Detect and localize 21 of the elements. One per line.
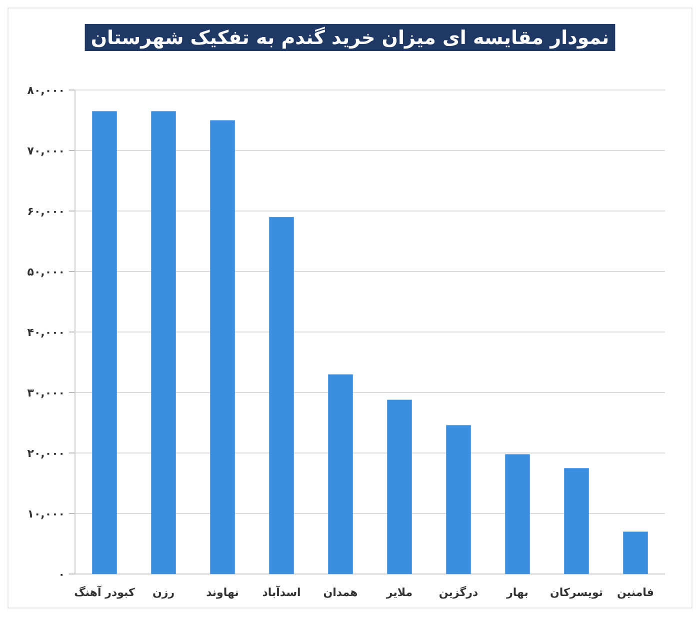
y-tick-label: ۴۰,۰۰۰ [27, 326, 65, 339]
x-tick-label: اسدآباد [262, 585, 301, 599]
y-tick-label: ۷۰,۰۰۰ [27, 144, 65, 158]
y-tick-label: ۶۰,۰۰۰ [27, 205, 65, 218]
y-tick-label: ۵۰,۰۰۰ [27, 266, 65, 278]
x-tick-label: کبودر آهنگ [74, 585, 136, 599]
y-tick-label: ۳۰,۰۰۰ [27, 386, 65, 400]
chart-title: نمودار مقایسه ای میزان خرید گندم به تفکیک شهرستان [90, 26, 610, 49]
x-tick-label: همدان [323, 586, 358, 599]
x-tick-label: بهار [506, 586, 528, 599]
x-tick-label: تویسرکان [550, 586, 604, 599]
y-tick-label: ۰ [58, 568, 65, 581]
y-tick-label: ۸۰,۰۰۰ [27, 84, 65, 97]
y-tick-label: ۲۰,۰۰۰ [27, 447, 65, 460]
title: نمودار مقایسه ای میزان خرید گندم به تفکیک شهرستان [84, 24, 616, 51]
x-tick-label: ملایر [385, 586, 413, 599]
x-tick-label: فامنین [616, 586, 654, 599]
x-tick-label: درگزین [438, 586, 478, 599]
x-tick-label: رزن [152, 586, 175, 599]
y-tick-label: ۱۰,۰۰۰ [27, 508, 65, 520]
x-tick-label: نهاوند [206, 586, 239, 599]
